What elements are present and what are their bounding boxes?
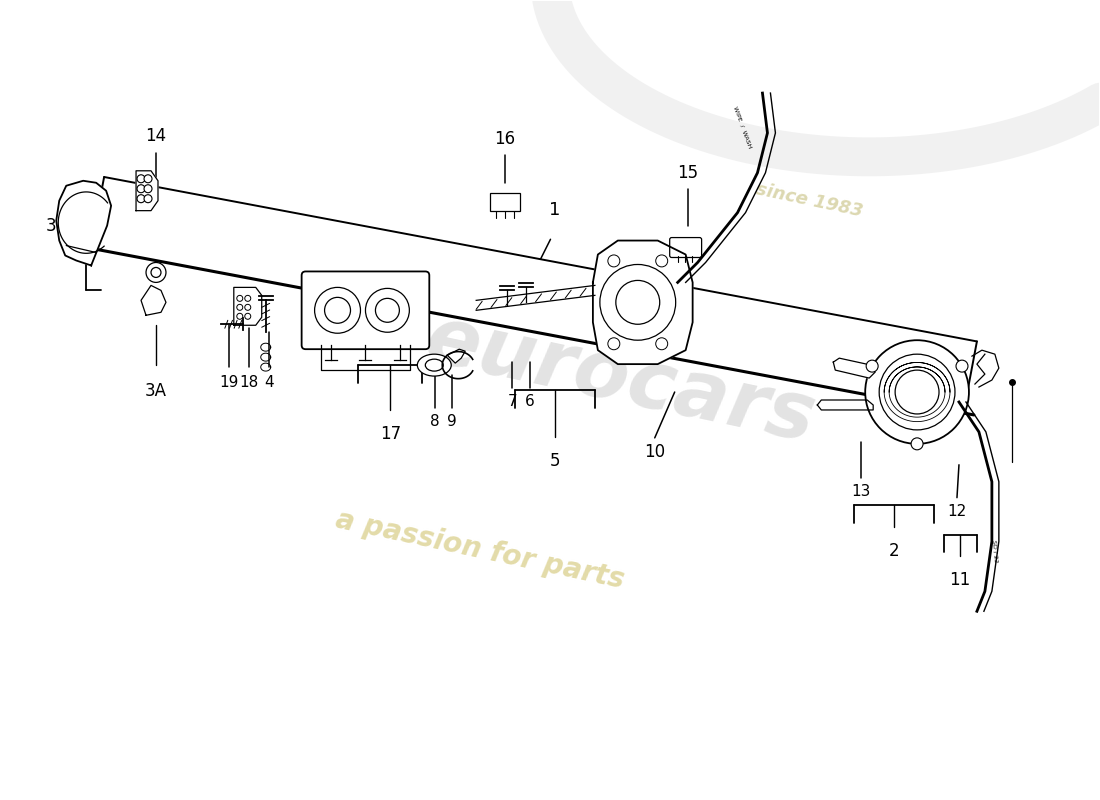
Text: 16: 16 xyxy=(495,130,516,148)
Text: 14: 14 xyxy=(145,127,166,145)
Circle shape xyxy=(616,281,660,324)
Circle shape xyxy=(600,265,675,340)
FancyBboxPatch shape xyxy=(301,271,429,349)
Circle shape xyxy=(608,338,619,350)
Polygon shape xyxy=(834,358,876,378)
Text: 2: 2 xyxy=(889,542,900,559)
Circle shape xyxy=(138,185,145,193)
Text: SD / 22: SD / 22 xyxy=(991,539,999,562)
Circle shape xyxy=(375,298,399,322)
Text: WIPE  /  WASH: WIPE / WASH xyxy=(733,106,752,149)
Text: a passion for parts: a passion for parts xyxy=(333,505,627,594)
Polygon shape xyxy=(817,400,873,410)
Circle shape xyxy=(144,174,152,182)
Circle shape xyxy=(866,360,878,372)
Circle shape xyxy=(245,314,251,319)
Polygon shape xyxy=(234,287,262,326)
Circle shape xyxy=(879,354,955,430)
Polygon shape xyxy=(448,349,465,363)
Text: 3A: 3A xyxy=(145,382,167,400)
Circle shape xyxy=(656,255,668,267)
Circle shape xyxy=(324,298,351,323)
Text: 11: 11 xyxy=(949,571,970,590)
Polygon shape xyxy=(141,286,166,315)
Bar xyxy=(491,193,520,210)
Circle shape xyxy=(144,185,152,193)
Text: since 1983: since 1983 xyxy=(755,181,865,221)
Circle shape xyxy=(144,194,152,202)
Circle shape xyxy=(315,287,361,334)
Text: 7: 7 xyxy=(507,394,517,410)
Circle shape xyxy=(895,370,939,414)
Circle shape xyxy=(245,304,251,310)
Text: 12: 12 xyxy=(947,504,967,519)
Text: 3: 3 xyxy=(46,217,56,234)
Circle shape xyxy=(236,304,243,310)
Text: 17: 17 xyxy=(379,425,401,443)
FancyBboxPatch shape xyxy=(670,238,702,258)
Text: 19: 19 xyxy=(219,374,239,390)
Text: 8: 8 xyxy=(430,414,440,430)
Circle shape xyxy=(866,340,969,444)
Circle shape xyxy=(956,360,968,372)
Text: 18: 18 xyxy=(239,374,258,390)
Text: 15: 15 xyxy=(678,164,698,182)
Circle shape xyxy=(245,295,251,302)
Text: eurocars: eurocars xyxy=(418,301,822,459)
Circle shape xyxy=(365,288,409,332)
Text: 4: 4 xyxy=(264,374,274,390)
Polygon shape xyxy=(593,241,693,364)
Text: 9: 9 xyxy=(448,414,458,430)
Circle shape xyxy=(138,174,145,182)
Circle shape xyxy=(236,295,243,302)
Circle shape xyxy=(138,194,145,202)
Circle shape xyxy=(146,262,166,282)
Circle shape xyxy=(236,314,243,319)
Circle shape xyxy=(151,267,161,278)
Ellipse shape xyxy=(426,359,443,371)
Polygon shape xyxy=(136,170,158,210)
Text: 6: 6 xyxy=(525,394,535,410)
Circle shape xyxy=(911,438,923,450)
Text: 10: 10 xyxy=(645,443,665,461)
Polygon shape xyxy=(56,181,111,266)
Circle shape xyxy=(608,255,619,267)
Circle shape xyxy=(656,338,668,350)
Text: 1: 1 xyxy=(549,201,561,219)
Text: 5: 5 xyxy=(550,452,560,470)
Text: 13: 13 xyxy=(851,484,871,499)
Ellipse shape xyxy=(417,354,451,376)
